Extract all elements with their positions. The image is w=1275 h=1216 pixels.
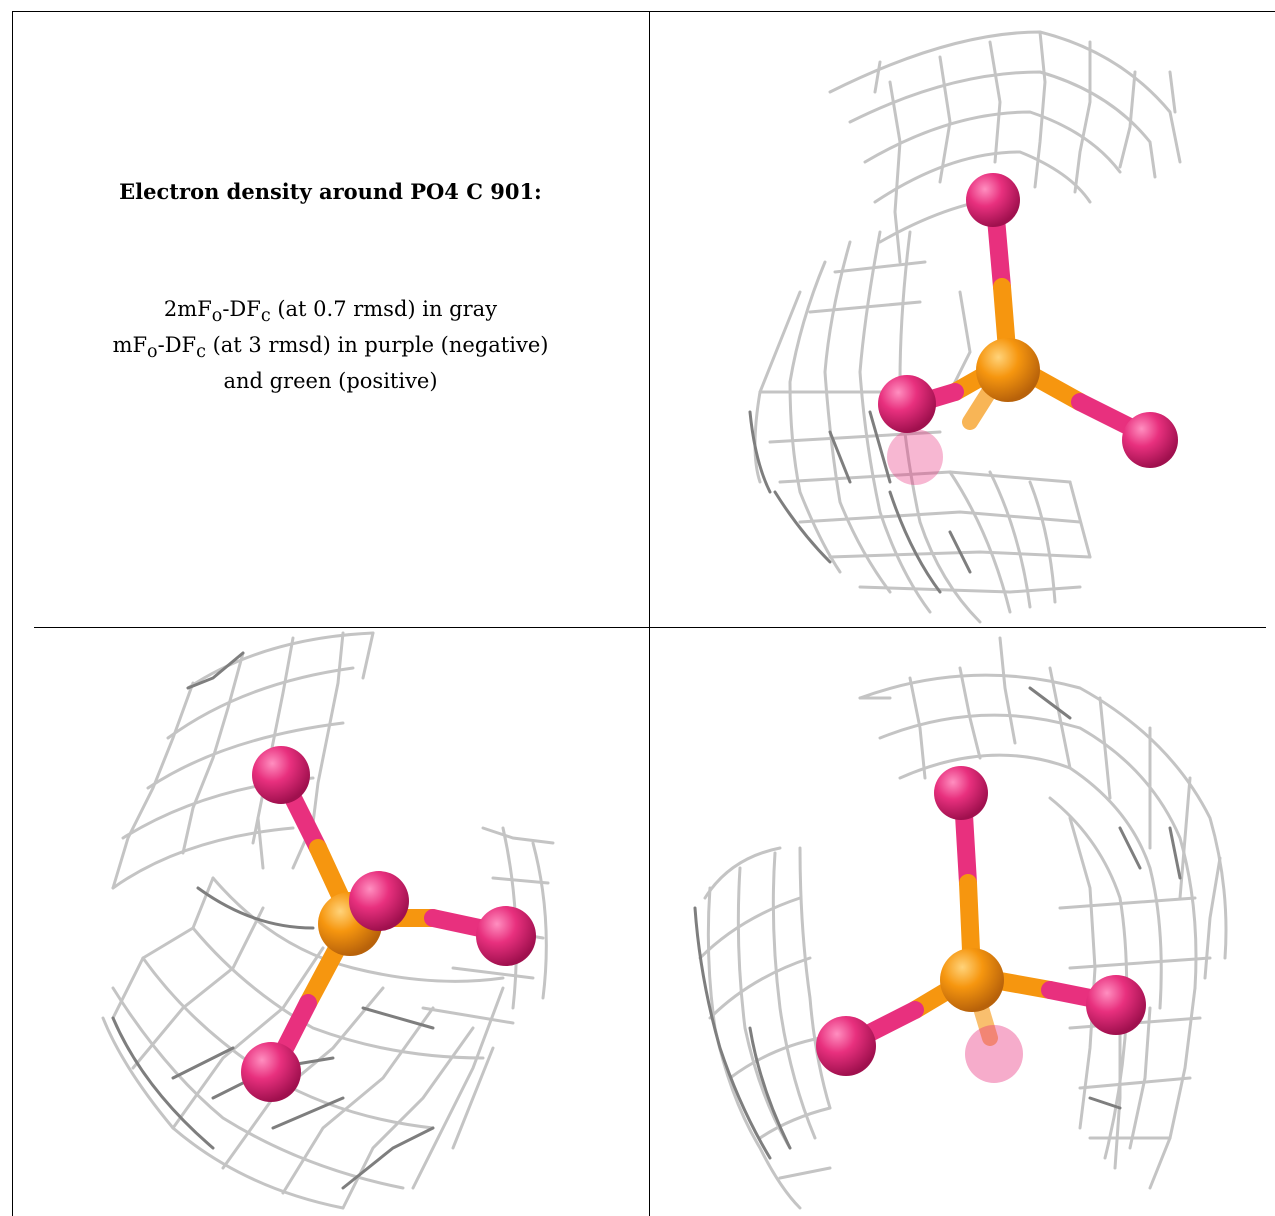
view-bottom-right bbox=[650, 628, 1275, 1216]
oxygen-atom bbox=[816, 1016, 876, 1076]
view-bottom-left bbox=[13, 628, 649, 1216]
caption-legend: 2mFo-DFc (at 0.7 rmsd) in gray mFo-DFc (… bbox=[12, 295, 649, 396]
oxygen-atom bbox=[1086, 975, 1146, 1035]
oxygen-atom bbox=[1122, 412, 1178, 468]
oxygen-atom bbox=[878, 375, 936, 433]
legend-line-colors: and green (positive) bbox=[223, 369, 438, 394]
view-top-right bbox=[650, 12, 1275, 627]
density-mesh-dark bbox=[748, 410, 972, 594]
oxygen-atom bbox=[966, 173, 1020, 227]
caption-title: Electron density around PO4 C 901: bbox=[119, 179, 542, 204]
density-mesh-dark bbox=[693, 686, 1182, 1160]
phosphorus-atom bbox=[940, 948, 1004, 1012]
oxygen-atom bbox=[252, 746, 310, 804]
table-divider-horizontal bbox=[34, 627, 1266, 628]
legend-line-2mfo: 2mFo-DFc (at 0.7 rmsd) in gray bbox=[163, 297, 498, 327]
density-mesh bbox=[753, 30, 1182, 624]
oxygen-atom bbox=[934, 766, 988, 820]
density-mesh-dark bbox=[111, 651, 435, 1190]
phosphate-molecule-icon bbox=[693, 636, 1228, 1210]
oxygen-atom-faded bbox=[965, 1025, 1023, 1083]
phosphate-molecule-icon bbox=[748, 30, 1182, 624]
phosphorus-atom bbox=[976, 338, 1040, 402]
oxygen-atom bbox=[349, 871, 409, 931]
density-mesh bbox=[101, 631, 555, 1210]
oxygen-atom bbox=[476, 906, 536, 966]
oxygen-atom bbox=[241, 1042, 301, 1102]
phosphate-bonds bbox=[896, 198, 1159, 446]
legend-line-mfo: mFo-DFc (at 3 rmsd) in purple (negative) bbox=[112, 333, 549, 363]
density-mesh bbox=[698, 636, 1228, 1210]
table-divider-vertical bbox=[649, 11, 650, 1216]
oxygen-atom-faded bbox=[887, 429, 943, 485]
figure-table bbox=[12, 11, 1275, 1216]
caption-cell: Electron density around PO4 C 901: 2mFo-… bbox=[12, 11, 649, 627]
phosphate-molecule-icon bbox=[101, 631, 555, 1210]
